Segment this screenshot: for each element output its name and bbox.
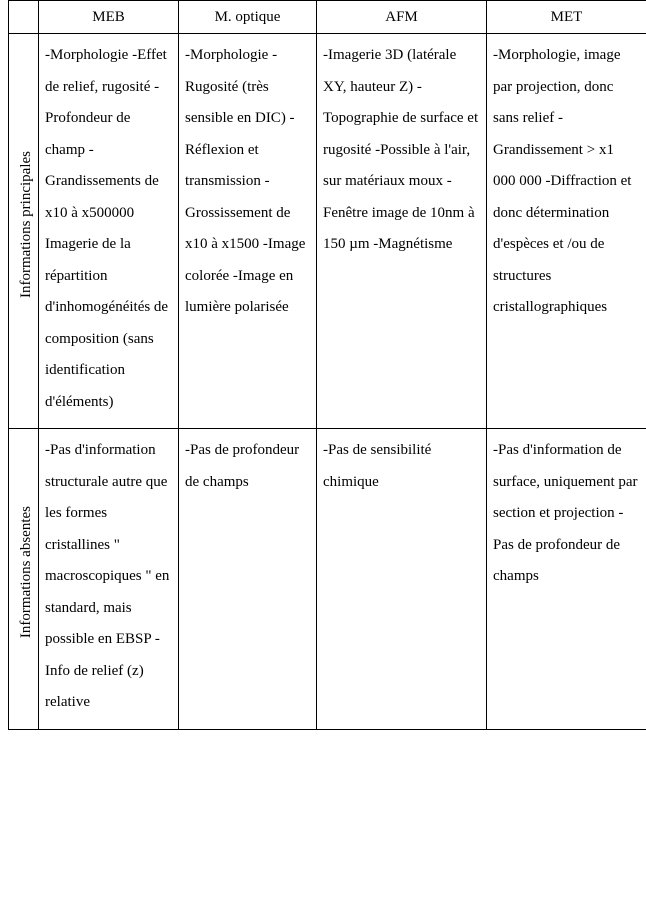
comparison-table: MEB M. optique AFM MET Informations prin…	[8, 0, 646, 730]
row-label-text: Informations absentes	[9, 498, 45, 646]
cell-r0c2: -Imagerie 3D (latérale XY, hauteur Z) -T…	[317, 34, 487, 429]
cell-r1c3: -Pas d'information de surface, uniquemen…	[487, 429, 646, 730]
cell-r0c1: -Morphologie -Rugosité (très sensible en…	[179, 34, 317, 429]
page-container: MEB M. optique AFM MET Informations prin…	[0, 0, 646, 730]
cell-r1c1: -Pas de profondeur de champs	[179, 429, 317, 730]
cell-r0c0: -Morphologie -Effet de relief, rugosité …	[39, 34, 179, 429]
cell-r1c0: -Pas d'information structurale autre que…	[39, 429, 179, 730]
cell-r1c2: -Pas de sensibilité chimique	[317, 429, 487, 730]
col-header-moptique: M. optique	[179, 1, 317, 34]
row-label-principales: Informations principales	[9, 34, 39, 429]
header-empty	[9, 1, 39, 34]
header-row: MEB M. optique AFM MET	[9, 1, 646, 34]
col-header-afm: AFM	[317, 1, 487, 34]
col-header-meb: MEB	[39, 1, 179, 34]
row-label-absentes: Informations absentes	[9, 429, 39, 730]
cell-r0c3: -Morphologie, image par projection, donc…	[487, 34, 646, 429]
table-row: Informations absentes -Pas d'information…	[9, 429, 646, 730]
col-header-met: MET	[487, 1, 646, 34]
row-label-text: Informations principales	[9, 143, 45, 306]
table-row: Informations principales -Morphologie -E…	[9, 34, 646, 429]
